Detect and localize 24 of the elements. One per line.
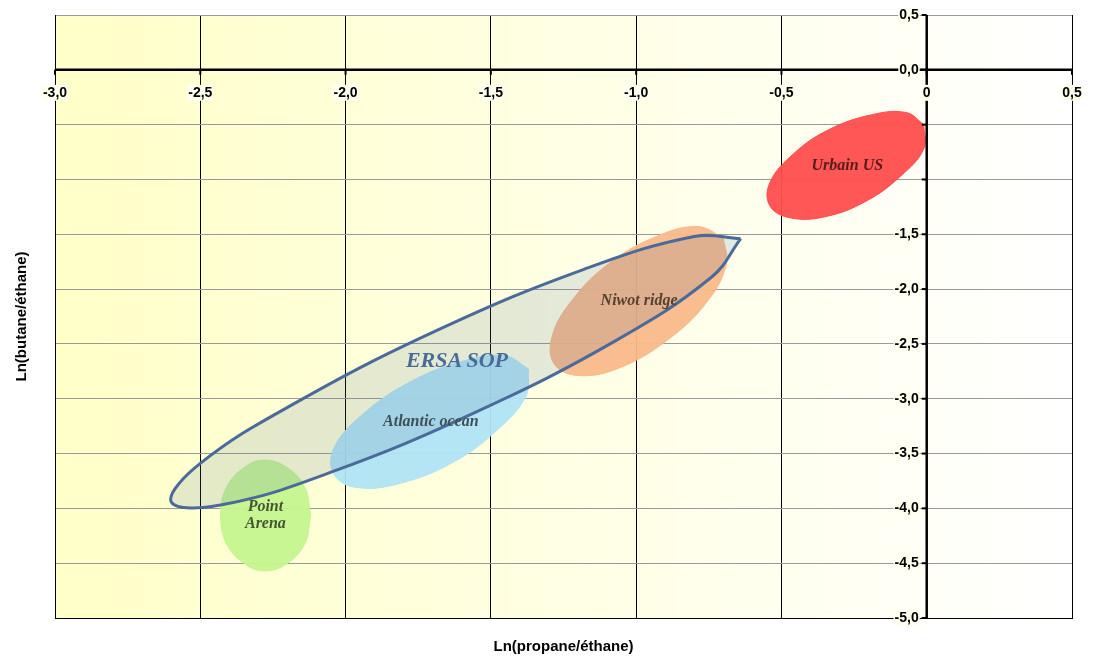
y-tick-label: -4,5 xyxy=(894,554,919,571)
x-tick-label: -1,5 xyxy=(478,83,504,100)
y-tick-label: -3,5 xyxy=(894,444,919,461)
y-tick-label: -1,5 xyxy=(894,225,919,242)
y-tick-label: -3,0 xyxy=(894,389,919,406)
y-tick-label: -5,0 xyxy=(894,608,919,625)
y-tick-label: -4,0 xyxy=(894,499,919,516)
x-tick-label: 0,5 xyxy=(1062,83,1082,100)
series-label: Urbain US xyxy=(811,155,884,173)
x-axis-title: Ln(propane/éthane) xyxy=(493,636,634,654)
x-tick-label: -2,5 xyxy=(188,83,213,100)
y-axis-title: Ln(butane/éthane) xyxy=(12,251,30,382)
x-tick-label: -2,0 xyxy=(333,83,358,100)
series-label: Point Arena xyxy=(243,496,286,532)
y-tick-label: -2,5 xyxy=(894,334,919,351)
y-tick-label: 0,5 xyxy=(899,5,919,22)
x-tick-label: -1,0 xyxy=(624,83,649,100)
y-tick-label: 0,0 xyxy=(899,60,919,77)
y-tick-label: -2,0 xyxy=(894,279,919,296)
series-label: Niwot ridge xyxy=(599,291,678,310)
x-tick-label: 0 xyxy=(922,83,931,100)
series-label: ERSA SOP xyxy=(404,347,509,373)
x-tick-label: -3,0 xyxy=(42,83,68,100)
x-tick-label: -0,5 xyxy=(769,83,794,100)
